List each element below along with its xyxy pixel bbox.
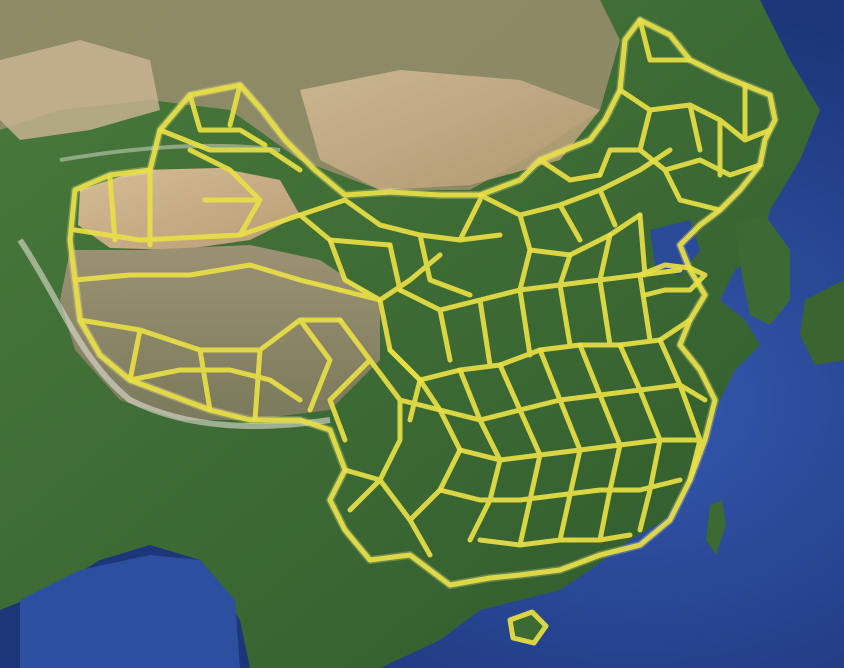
highway-network [66, 16, 779, 646]
gobi-desert [300, 70, 600, 190]
route-south [417, 337, 708, 548]
japan-island [800, 280, 844, 365]
border-route [67, 17, 778, 588]
route-shandong [637, 262, 708, 298]
himalaya-snow [17, 238, 331, 429]
route-xinjiang [72, 82, 393, 248]
route-northeast [597, 17, 773, 213]
korean-peninsula [735, 215, 790, 325]
bay-of-bengal [20, 555, 240, 668]
west-desert [0, 40, 160, 140]
land-mass [0, 0, 820, 668]
tianshan-snow [59, 143, 281, 162]
taiwan-island [706, 500, 726, 555]
route-tibet [72, 262, 343, 423]
route-hainan [507, 609, 549, 646]
route-central [377, 212, 693, 383]
